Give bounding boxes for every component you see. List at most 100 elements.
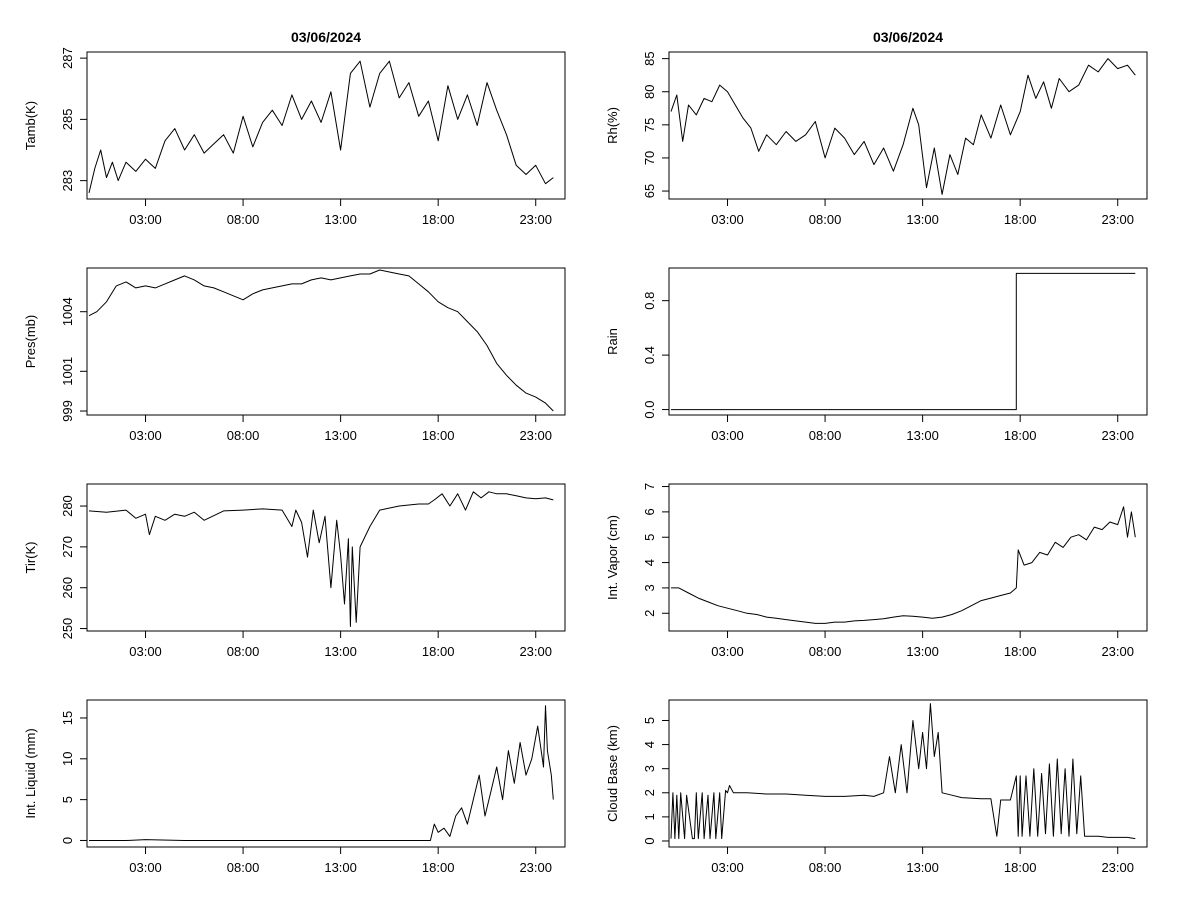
y-axis-label: Cloud Base (km) <box>605 725 620 822</box>
x-tick-label: 18:00 <box>1004 644 1037 659</box>
plot-frame <box>86 51 566 200</box>
panel-cloudbase: 03:00 08:00 13:00 18:00 23:00 0 1 2 3 4 5 Cloud Bas… <box>605 699 1148 875</box>
y-tick-label: 75 <box>642 118 657 132</box>
x-tick-label: 08:00 <box>809 860 842 875</box>
y-tick-label: 85 <box>642 51 657 65</box>
x-tick-label: 23:00 <box>519 428 552 443</box>
series-line-tamb <box>88 60 554 194</box>
plot-frame <box>668 267 1148 416</box>
y-tick-label: 999 <box>60 400 75 422</box>
x-tick-label: 08:00 <box>227 212 260 227</box>
x-tick-label: 13:00 <box>324 644 357 659</box>
series-line-cloudbase <box>670 703 1136 840</box>
y-axis-label: Int. Vapor (cm) <box>605 515 620 600</box>
x-tick-label: 03:00 <box>129 212 162 227</box>
x-tick-label: 18:00 <box>422 212 455 227</box>
panel-liquid: 03:00 08:00 13:00 18:00 23:00 0 5 10 15 Int. Liqu… <box>23 699 566 875</box>
x-tick-label: 03:00 <box>129 644 162 659</box>
y-tick-label: 5 <box>642 717 657 724</box>
x-tick-label: 13:00 <box>324 860 357 875</box>
x-tick-label: 03:00 <box>129 428 162 443</box>
series-line-vapor <box>671 506 1136 624</box>
x-tick-label: 23:00 <box>1101 212 1134 227</box>
x-tick-label: 03:00 <box>711 860 744 875</box>
x-tick-label: 23:00 <box>1101 428 1134 443</box>
y-tick-label: 0.0 <box>642 401 657 419</box>
y-tick-label: 6 <box>642 508 657 515</box>
x-tick-label: 08:00 <box>227 644 260 659</box>
y-tick-label: 2 <box>642 789 657 796</box>
x-tick-label: 08:00 <box>809 212 842 227</box>
plot-frame <box>86 699 566 848</box>
panel-title: 03/06/2024 <box>873 29 943 45</box>
y-tick-label: 260 <box>60 577 75 599</box>
x-tick-label: 13:00 <box>324 212 357 227</box>
x-tick-label: 18:00 <box>422 428 455 443</box>
plot-frame <box>668 699 1148 848</box>
panel-tamb: 03/06/2024 03:00 08:00 13:00 18:00 23:00 283 28… <box>23 29 566 227</box>
panel-title: 03/06/2024 <box>291 29 361 45</box>
y-tick-label: 80 <box>642 84 657 98</box>
x-tick-label: 03:00 <box>129 860 162 875</box>
x-tick-label: 08:00 <box>227 860 260 875</box>
y-tick-label: 1004 <box>60 297 75 326</box>
x-tick-label: 13:00 <box>906 212 939 227</box>
x-tick-label: 18:00 <box>1004 212 1037 227</box>
series-line-liquid <box>89 705 554 841</box>
y-tick-label: 270 <box>60 536 75 558</box>
y-tick-label: 65 <box>642 184 657 198</box>
x-tick-label: 23:00 <box>1101 644 1134 659</box>
y-tick-label: 3 <box>642 584 657 591</box>
y-tick-label: 4 <box>642 741 657 748</box>
x-tick-label: 13:00 <box>906 644 939 659</box>
x-tick-label: 03:00 <box>711 428 744 443</box>
x-tick-label: 03:00 <box>711 212 744 227</box>
x-tick-label: 18:00 <box>1004 428 1037 443</box>
plot-frame <box>86 267 566 416</box>
x-tick-label: 03:00 <box>711 644 744 659</box>
x-tick-label: 13:00 <box>906 428 939 443</box>
y-tick-label: 280 <box>60 495 75 517</box>
series-line-pres <box>88 269 554 412</box>
y-tick-label: 2 <box>642 610 657 617</box>
y-tick-label: 0 <box>642 837 657 844</box>
x-tick-label: 13:00 <box>906 860 939 875</box>
x-tick-label: 23:00 <box>519 644 552 659</box>
y-tick-label: 10 <box>60 752 75 766</box>
plot-frame <box>668 483 1148 632</box>
x-tick-label: 08:00 <box>809 644 842 659</box>
panel-tir: 03:00 08:00 13:00 18:00 23:00 250 260 270 280 Tir… <box>23 483 566 659</box>
y-axis-label: Rh(%) <box>605 107 620 144</box>
y-tick-label: 250 <box>60 618 75 640</box>
x-tick-label: 23:00 <box>519 212 552 227</box>
panel-vapor: 03:00 08:00 13:00 18:00 23:00 2 3 4 5 6 7 Int. Vapo… <box>605 483 1148 659</box>
x-tick-label: 23:00 <box>1101 860 1134 875</box>
plot-frame <box>86 483 566 632</box>
y-axis-label: Tamb(K) <box>23 101 38 150</box>
y-axis-label: Int. Liquid (mm) <box>23 728 38 818</box>
x-tick-label: 18:00 <box>422 860 455 875</box>
y-tick-label: 5 <box>642 534 657 541</box>
y-tick-label: 1001 <box>60 357 75 386</box>
panel-pres: 03:00 08:00 13:00 18:00 23:00 999 1001 1004 Pres… <box>23 267 566 443</box>
y-axis-label: Rain <box>605 328 620 355</box>
y-tick-label: 287 <box>60 47 75 69</box>
y-tick-label: 70 <box>642 151 657 165</box>
y-tick-label: 1 <box>642 813 657 820</box>
series-line-tir <box>88 491 554 627</box>
x-tick-label: 13:00 <box>324 428 357 443</box>
y-tick-label: 3 <box>642 765 657 772</box>
y-tick-label: 4 <box>642 559 657 566</box>
x-tick-label: 23:00 <box>519 860 552 875</box>
y-axis-label: Pres(mb) <box>23 315 38 368</box>
y-tick-label: 7 <box>642 483 657 490</box>
plot-frame <box>668 51 1148 200</box>
y-axis-label: Tir(K) <box>23 541 38 573</box>
y-tick-label: 0.8 <box>642 292 657 310</box>
series-line-rh <box>670 58 1136 195</box>
y-tick-label: 15 <box>60 711 75 725</box>
y-tick-label: 285 <box>60 109 75 131</box>
y-tick-label: 0 <box>60 837 75 844</box>
x-tick-label: 08:00 <box>227 428 260 443</box>
